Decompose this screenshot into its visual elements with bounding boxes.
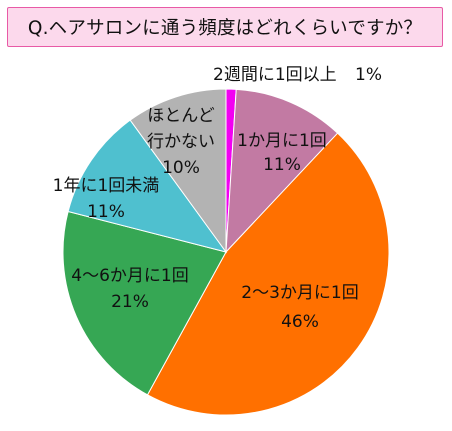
slice-value-1year: 11% bbox=[87, 202, 125, 222]
pie-slice-2-3months bbox=[146, 132, 390, 416]
slice-label-2weeks: 2週間に1回以上 bbox=[213, 65, 337, 85]
pie-slices bbox=[62, 88, 390, 416]
slice-label-rarely-line2: 行かない bbox=[147, 132, 215, 152]
pie-slice-rarely bbox=[129, 88, 227, 254]
slice-label-4-6months: 4～6か月に1回 bbox=[71, 266, 188, 286]
slice-label-1year: 1年に1回未満 bbox=[53, 176, 160, 196]
slice-label-1month: 1か月に1回 bbox=[237, 131, 327, 151]
title-box: Q.ヘアサロンに通う頻度はどれくらいですか？ bbox=[7, 7, 443, 47]
chart-title: Q.ヘアサロンに通う頻度はどれくらいですか？ bbox=[27, 18, 423, 39]
slice-value-2-3months: 46% bbox=[281, 312, 319, 332]
pie-slice-1year bbox=[67, 119, 228, 253]
pie-slice-1month bbox=[225, 88, 339, 254]
slice-value-rarely: 10% bbox=[162, 158, 200, 178]
slice-value-2weeks: 1% bbox=[355, 65, 382, 85]
pie-labels: 2週間に1回以上 1% 1か月に1回 11% ほとんど 行かない 10% 1年に… bbox=[53, 65, 382, 332]
slice-value-4-6months: 21% bbox=[111, 292, 149, 312]
slice-label-rarely-line1: ほとんど bbox=[147, 106, 215, 126]
slice-label-2-3months: 2～3か月に1回 bbox=[241, 283, 358, 303]
pie-slice-4-6months bbox=[62, 210, 227, 396]
slice-value-1month: 11% bbox=[263, 155, 301, 175]
